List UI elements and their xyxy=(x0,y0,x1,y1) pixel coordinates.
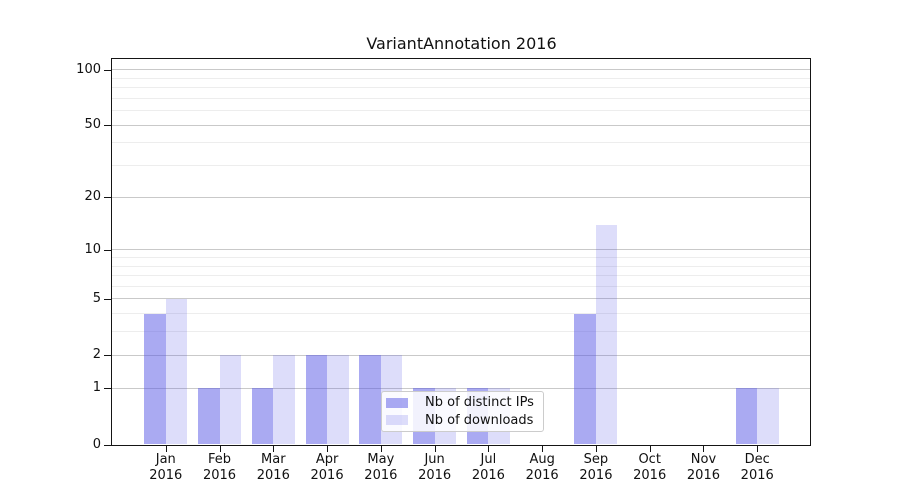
gridline-minor xyxy=(112,77,810,79)
bar xyxy=(251,388,274,445)
legend-item-distinct-ips: Nb of distinct IPs xyxy=(386,394,539,412)
bar xyxy=(574,313,596,445)
x-axis-tick xyxy=(757,446,759,452)
x-axis-tick-label: Oct 2016 xyxy=(633,452,667,483)
bar xyxy=(735,388,758,445)
x-axis-tick-label: Aug 2016 xyxy=(525,452,559,483)
x-axis-tick-label: Sep 2016 xyxy=(579,452,613,483)
legend-item-downloads: Nb of downloads xyxy=(386,412,539,430)
gridline-minor xyxy=(112,142,810,144)
y-axis-tick xyxy=(104,444,111,446)
y-axis-tick xyxy=(104,249,111,251)
x-axis-tick-label: Jan 2016 xyxy=(149,452,183,483)
chart-title: VariantAnnotation 2016 xyxy=(366,34,557,53)
bar xyxy=(165,298,188,445)
gridline-major xyxy=(112,387,810,389)
gridline-major xyxy=(112,298,810,300)
y-axis-tick-label: 2 xyxy=(92,347,101,363)
bar xyxy=(359,355,381,445)
bar xyxy=(198,388,220,445)
x-axis-tick-label: Mar 2016 xyxy=(256,452,290,483)
y-axis-tick xyxy=(104,125,111,127)
y-axis-tick-label: 1 xyxy=(92,380,101,396)
gridline-minor xyxy=(112,313,810,315)
x-axis-tick xyxy=(165,446,167,452)
y-axis-tick xyxy=(104,355,111,357)
x-axis-tick xyxy=(703,446,705,452)
gridline-minor xyxy=(112,110,810,112)
gridline-minor xyxy=(112,87,810,89)
gridline-minor xyxy=(112,257,810,258)
bar xyxy=(757,388,779,445)
y-axis-tick-label: 10 xyxy=(84,241,101,257)
x-axis-tick xyxy=(219,446,221,452)
gridline-major xyxy=(112,249,810,251)
gridline-major xyxy=(112,196,810,198)
y-axis-tick xyxy=(104,69,111,71)
x-axis-tick xyxy=(380,446,382,452)
x-axis-tick xyxy=(595,446,597,452)
x-axis-tick-label: Dec 2016 xyxy=(740,452,774,483)
bar xyxy=(327,355,349,445)
gridline-minor xyxy=(112,97,810,99)
x-axis-tick-label: Apr 2016 xyxy=(310,452,344,483)
gridline-minor xyxy=(112,285,810,287)
y-axis-tick xyxy=(104,388,111,390)
y-axis-tick-label: 20 xyxy=(84,189,101,205)
x-axis-tick-label: Jun 2016 xyxy=(418,452,452,483)
y-axis-tick xyxy=(104,197,111,199)
bar xyxy=(595,224,618,445)
x-axis-tick xyxy=(488,446,490,452)
gridline-major xyxy=(112,354,810,356)
legend-label-distinct-ips: Nb of distinct IPs xyxy=(425,395,534,411)
x-axis-tick xyxy=(327,446,329,452)
bar xyxy=(273,355,295,445)
legend-label-downloads: Nb of downloads xyxy=(425,412,534,428)
x-axis-tick xyxy=(434,446,436,452)
x-axis-tick xyxy=(273,446,275,452)
y-axis-tick-label: 0 xyxy=(92,436,101,452)
x-axis-tick xyxy=(542,446,544,452)
y-axis-tick-label: 5 xyxy=(92,290,101,306)
x-axis-tick-label: Nov 2016 xyxy=(686,452,720,483)
gridline-minor xyxy=(112,265,810,267)
gridline-minor xyxy=(112,165,810,167)
legend-swatch-downloads xyxy=(386,415,408,426)
legend: Nb of distinct IPs Nb of downloads xyxy=(381,391,544,432)
x-axis-tick xyxy=(649,446,651,452)
legend-swatch-distinct-ips xyxy=(386,397,408,408)
y-axis-tick-label: 50 xyxy=(84,117,101,133)
gridline-minor xyxy=(112,275,810,277)
x-axis-tick-label: Jul 2016 xyxy=(471,452,505,483)
bar xyxy=(219,355,242,445)
gridline-major xyxy=(112,69,810,71)
gridline-minor xyxy=(112,331,810,333)
bar xyxy=(305,355,328,445)
x-axis-tick-label: Feb 2016 xyxy=(202,452,237,483)
y-axis-tick-label: 100 xyxy=(76,61,101,77)
gridline-major xyxy=(112,124,810,126)
y-axis-tick xyxy=(104,298,111,300)
bar xyxy=(144,313,166,445)
x-axis-tick-label: May 2016 xyxy=(364,452,398,483)
